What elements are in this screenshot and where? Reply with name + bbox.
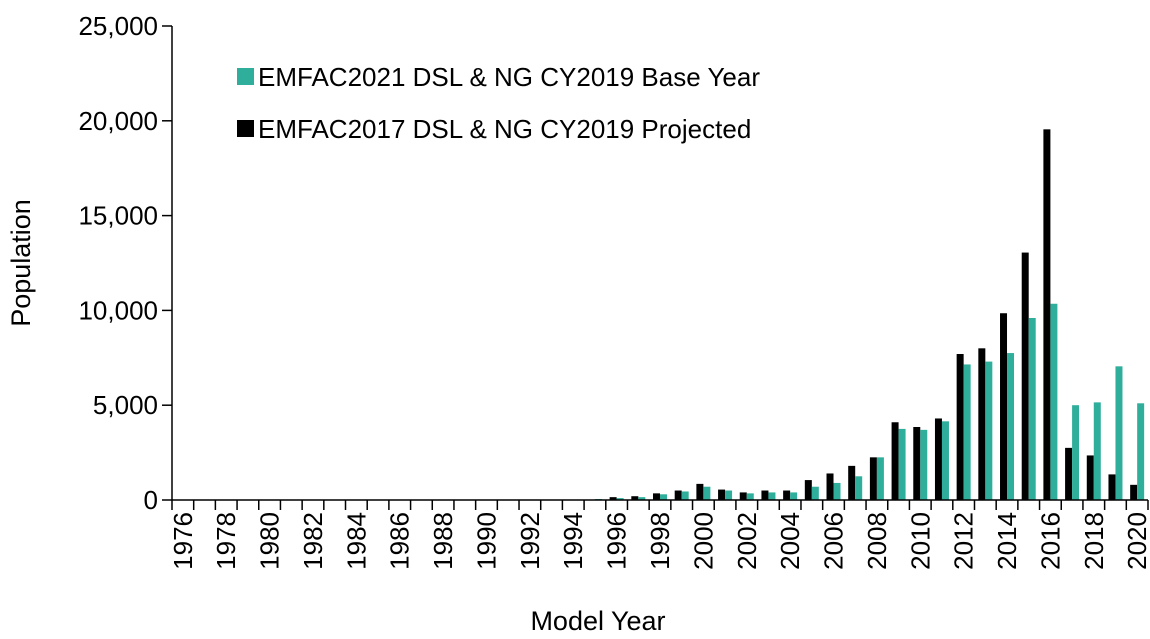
bar-projected-2000 bbox=[696, 483, 704, 500]
bar-base-year-2014 bbox=[1007, 353, 1015, 500]
legend-label-base-year: EMFAC2021 DSL & NG CY2019 Base Year bbox=[258, 62, 760, 92]
bar-projected-2017 bbox=[1065, 447, 1073, 500]
bar-base-year-1996 bbox=[616, 498, 624, 500]
bar-base-year-2009 bbox=[898, 428, 906, 500]
x-tick-label: 1988 bbox=[428, 512, 458, 570]
x-tick-label: 2000 bbox=[688, 512, 718, 570]
bar-projected-2018 bbox=[1086, 455, 1094, 500]
y-tick-label: 15,000 bbox=[78, 201, 158, 231]
y-tick-label: 5,000 bbox=[93, 390, 158, 420]
bar-projected-1997 bbox=[631, 496, 639, 500]
bar-projected-2007 bbox=[848, 465, 856, 500]
bar-projected-2003 bbox=[761, 490, 769, 500]
bar-base-year-2016 bbox=[1050, 303, 1058, 500]
bars-group bbox=[594, 129, 1145, 500]
bar-projected-2005 bbox=[804, 480, 812, 500]
bar-base-year-1999 bbox=[681, 491, 689, 500]
y-tick-label: 25,000 bbox=[78, 11, 158, 41]
bar-base-year-2012 bbox=[963, 364, 971, 500]
bar-projected-2014 bbox=[1000, 313, 1008, 500]
bar-base-year-2018 bbox=[1093, 402, 1101, 500]
bar-base-year-2008 bbox=[876, 457, 884, 500]
bar-projected-2010 bbox=[913, 427, 921, 500]
bar-base-year-2017 bbox=[1072, 405, 1080, 500]
bar-projected-2013 bbox=[978, 348, 986, 500]
bar-base-year-2010 bbox=[920, 429, 928, 500]
y-tick-labels: 0 5,000 10,000 15,000 20,000 25,000 bbox=[78, 11, 158, 515]
legend-swatch-projected bbox=[237, 120, 254, 137]
x-tick-label: 1984 bbox=[341, 512, 371, 570]
x-tick-label: 2020 bbox=[1122, 512, 1150, 570]
x-tick-label: 2016 bbox=[1035, 512, 1065, 570]
bar-base-year-2000 bbox=[703, 486, 711, 500]
bar-projected-1999 bbox=[674, 490, 682, 500]
legend-swatch-base-year bbox=[237, 68, 254, 85]
x-tick-label: 1990 bbox=[471, 512, 501, 570]
bar-projected-2019 bbox=[1108, 474, 1116, 500]
bar-projected-2001 bbox=[718, 489, 726, 500]
x-tick-label: 2010 bbox=[905, 512, 935, 570]
x-tick-label: 1986 bbox=[385, 512, 415, 570]
bar-base-year-2006 bbox=[833, 482, 841, 500]
bar-projected-2020 bbox=[1130, 484, 1138, 500]
axes-group bbox=[162, 25, 1149, 510]
x-tick-labels: 1976 1978 1980 1982 1984 1986 1988 1990 1992 1994… bbox=[168, 512, 1150, 570]
x-tick-label: 2018 bbox=[1079, 512, 1109, 570]
x-tick-label: 2012 bbox=[949, 512, 979, 570]
x-tick-label: 2004 bbox=[775, 512, 805, 570]
x-tick-label: 1976 bbox=[168, 512, 198, 570]
bar-projected-2011 bbox=[934, 418, 942, 500]
bar-projected-2006 bbox=[826, 473, 834, 500]
x-tick-label: 1982 bbox=[298, 512, 328, 570]
bar-base-year-2005 bbox=[811, 486, 819, 500]
bar-base-year-2020 bbox=[1137, 403, 1145, 500]
bar-projected-2002 bbox=[739, 492, 747, 500]
bar-base-year-2007 bbox=[855, 476, 863, 500]
bar-base-year-1997 bbox=[638, 497, 646, 500]
bar-projected-2015 bbox=[1021, 252, 1029, 500]
y-tick-label: 0 bbox=[144, 485, 158, 515]
bar-base-year-2002 bbox=[746, 493, 754, 500]
x-tick-label: 1998 bbox=[645, 512, 675, 570]
bar-projected-2004 bbox=[783, 490, 791, 500]
legend: EMFAC2021 DSL & NG CY2019 Base Year EMFA… bbox=[237, 62, 760, 144]
y-tick-label: 10,000 bbox=[78, 295, 158, 325]
x-tick-label: 2014 bbox=[992, 512, 1022, 570]
bar-projected-2008 bbox=[869, 457, 877, 500]
x-tick-label: 2002 bbox=[732, 512, 762, 570]
bar-base-year-2011 bbox=[941, 421, 949, 500]
bar-base-year-2019 bbox=[1115, 366, 1123, 500]
x-tick-label: 2008 bbox=[862, 512, 892, 570]
bar-projected-2012 bbox=[956, 354, 964, 500]
x-tick-label: 1980 bbox=[255, 512, 285, 570]
x-axis-title: Model Year bbox=[530, 606, 665, 636]
x-tick-label: 2006 bbox=[819, 512, 849, 570]
bar-projected-2009 bbox=[891, 422, 899, 500]
bar-projected-2016 bbox=[1043, 129, 1051, 500]
y-tick-label: 20,000 bbox=[78, 106, 158, 136]
bar-projected-1996 bbox=[609, 497, 617, 500]
bar-base-year-2001 bbox=[725, 490, 733, 500]
bar-base-year-2015 bbox=[1028, 317, 1036, 500]
bar-base-year-2013 bbox=[985, 361, 993, 500]
bar-base-year-2003 bbox=[768, 492, 776, 500]
bar-projected-1998 bbox=[653, 493, 660, 500]
y-axis-title: Population bbox=[6, 199, 36, 327]
x-tick-label: 1996 bbox=[602, 512, 632, 570]
bar-base-year-1998 bbox=[660, 494, 667, 500]
x-tick-label: 1978 bbox=[211, 512, 241, 570]
legend-label-projected: EMFAC2017 DSL & NG CY2019 Projected bbox=[258, 114, 751, 144]
x-tick-label: 1992 bbox=[515, 512, 545, 570]
x-tick-label: 1994 bbox=[558, 512, 588, 570]
bar-base-year-2004 bbox=[790, 492, 798, 500]
